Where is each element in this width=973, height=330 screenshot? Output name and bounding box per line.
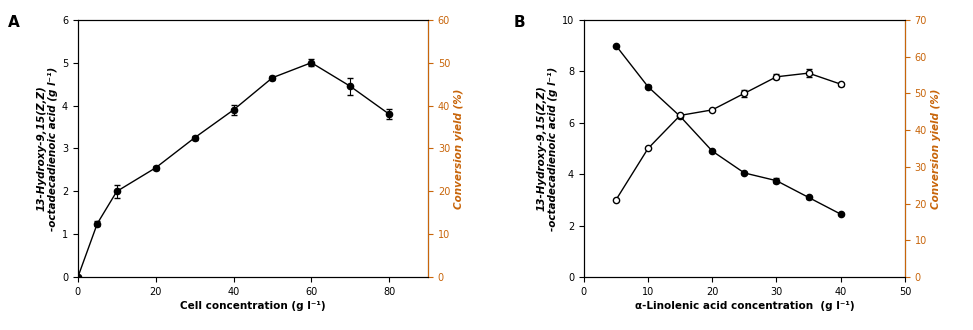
X-axis label: Cell concentration (g l⁻¹): Cell concentration (g l⁻¹) (180, 301, 326, 311)
Y-axis label: Conversion yield (%): Conversion yield (%) (931, 88, 941, 209)
Y-axis label: 13-Hydroxy-9,15(Z,Z)
-octadecadienoic acid (g l⁻¹): 13-Hydroxy-9,15(Z,Z) -octadecadienoic ac… (36, 66, 57, 231)
X-axis label: α-Linolenic acid concentration  (g l⁻¹): α-Linolenic acid concentration (g l⁻¹) (634, 301, 854, 311)
Y-axis label: 13-Hydroxy-9,15(Z,Z)
-octadecadienoic acid (g l⁻¹): 13-Hydroxy-9,15(Z,Z) -octadecadienoic ac… (536, 66, 558, 231)
Text: A: A (8, 15, 19, 30)
Y-axis label: Conversion yield (%): Conversion yield (%) (454, 88, 464, 209)
Text: B: B (513, 15, 524, 30)
